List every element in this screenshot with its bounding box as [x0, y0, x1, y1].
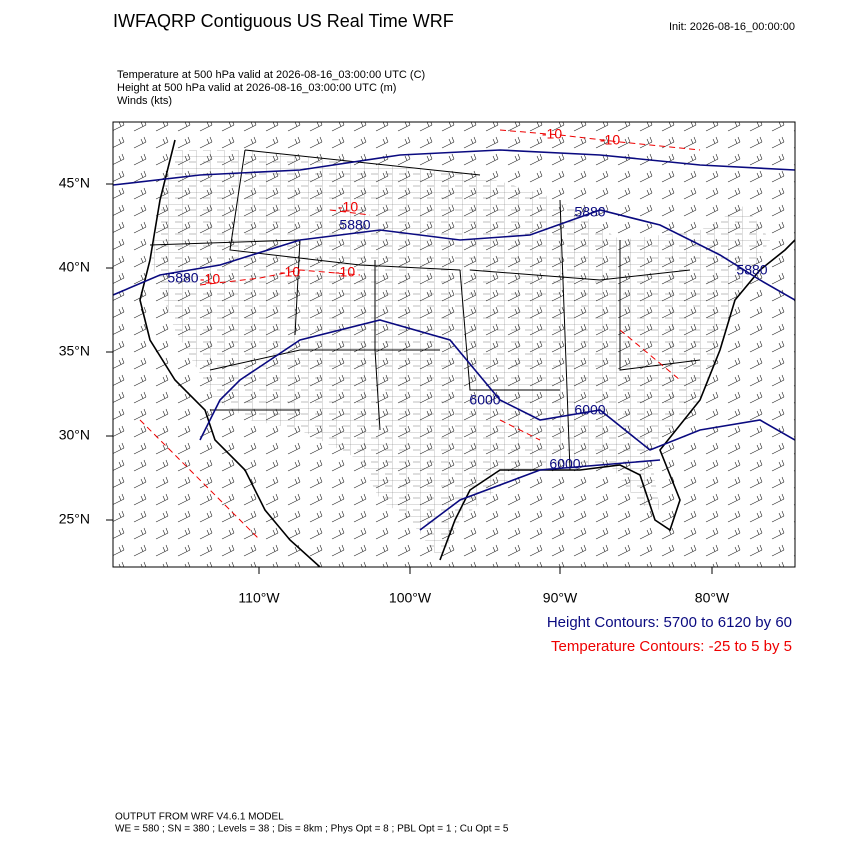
map [113, 122, 795, 567]
counties [150, 150, 770, 560]
field-description: Winds (kts) [117, 95, 172, 107]
height-contour-label: 6000 [469, 392, 500, 408]
temperature-contour [139, 329, 681, 541]
temperature-contour-label: -10 [200, 271, 220, 287]
latitude-label: 45°N [59, 175, 90, 191]
title: IWFAQRP Contiguous US Real Time WRF [113, 11, 454, 31]
height-contour [113, 149, 795, 186]
longitude-label: 100°W [389, 590, 432, 606]
longitude-label: 80°W [695, 590, 730, 606]
footer-line: WE = 580 ; SN = 380 ; Levels = 38 ; Dis … [115, 824, 509, 835]
temperature-contour-label: -10 [600, 132, 620, 148]
height-contour [419, 459, 661, 531]
field-description: Temperature at 500 hPa valid at 2026-08-… [117, 69, 425, 81]
map-frame [112, 121, 796, 568]
latitude-label: 40°N [59, 259, 90, 275]
temperature-legend: Temperature Contours: -25 to 5 by 5 [551, 638, 792, 655]
height-contour-label: 5880 [167, 270, 198, 286]
height-contour-label: 5880 [736, 262, 767, 278]
height-contour [199, 319, 795, 451]
temperature-contour [199, 129, 701, 286]
height-legend: Height Contours: 5700 to 6120 by 60 [547, 614, 792, 631]
longitude-label: 110°W [238, 590, 280, 606]
height-contour-label: 5880 [339, 217, 370, 233]
temperature-contour-label: -10 [280, 264, 300, 280]
height-contour-label: 6000 [549, 456, 580, 472]
field-description: Height at 500 hPa valid at 2026-08-16_03… [117, 82, 396, 94]
height-contour [113, 209, 795, 301]
height-contour-label: 5880 [574, 204, 605, 220]
state-lines [149, 149, 701, 471]
footer-line: OUTPUT FROM WRF V4.6.1 MODEL [115, 812, 284, 823]
latitude-label: 30°N [59, 427, 90, 443]
latitude-label: 35°N [59, 343, 90, 359]
labels: IWFAQRP Contiguous US Real Time WRF Init:… [59, 11, 795, 835]
latitude-label: 25°N [59, 511, 90, 527]
temperature-contour-label: -10 [338, 199, 358, 215]
coastline [139, 139, 795, 567]
height-contour-label: 6000 [574, 402, 605, 418]
longitude-label: 90°W [543, 590, 578, 606]
temperature-contour-label: -10 [335, 264, 355, 280]
temperature-contour-label: -10 [542, 126, 562, 142]
init-time: Init: 2026-08-16_00:00:00 [669, 21, 795, 33]
